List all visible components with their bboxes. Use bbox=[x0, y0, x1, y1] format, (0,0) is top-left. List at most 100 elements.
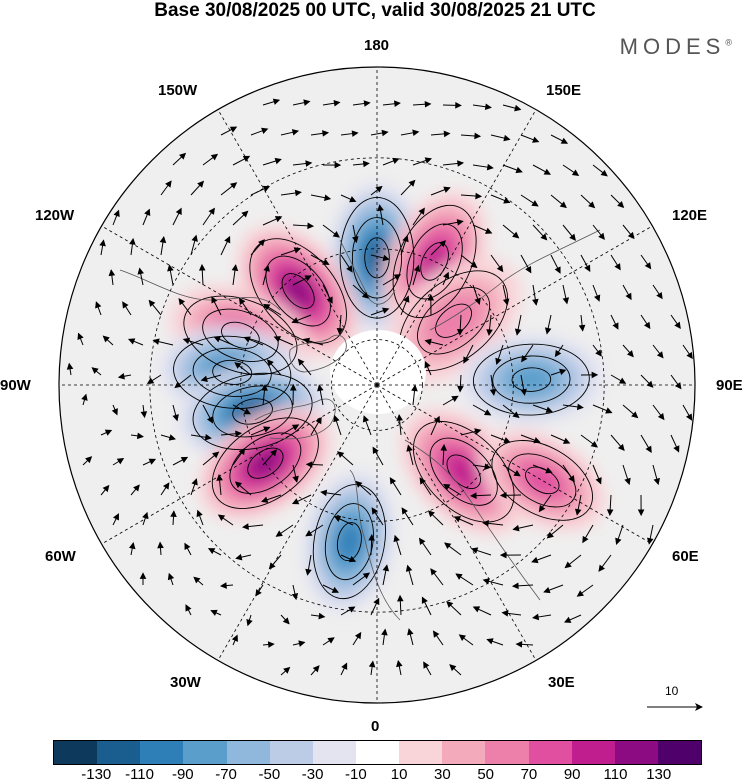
wind-arrow bbox=[440, 443, 448, 466]
wind-arrow bbox=[489, 374, 497, 396]
wind-arrow bbox=[77, 332, 84, 346]
colorbar-tick-label: 10 bbox=[390, 766, 408, 783]
wind-arrow bbox=[400, 129, 420, 137]
wind-arrow bbox=[432, 630, 444, 646]
wind-arrow bbox=[322, 161, 342, 169]
lon-label-150w: 150W bbox=[158, 82, 198, 99]
wind-arrow bbox=[337, 451, 354, 466]
wind-arrow bbox=[142, 208, 151, 226]
wind-arrow bbox=[292, 464, 299, 483]
wind-arrow bbox=[235, 553, 252, 561]
wind-arrow bbox=[207, 548, 222, 556]
wind-arrow bbox=[562, 464, 575, 483]
wind-arrow bbox=[469, 492, 492, 499]
wind-arrow bbox=[444, 542, 462, 556]
wind-arrow bbox=[682, 404, 693, 421]
wind-arrow bbox=[322, 284, 333, 304]
colorbar bbox=[53, 740, 702, 765]
wind-arrow bbox=[670, 314, 681, 329]
wind-arrow bbox=[637, 494, 645, 517]
wind-arrow bbox=[142, 511, 149, 526]
lon-label-180: 180 bbox=[364, 37, 390, 54]
colorbar-tick-label: 50 bbox=[477, 766, 494, 783]
wind-arrow bbox=[460, 192, 483, 200]
wind-arrow bbox=[532, 404, 553, 413]
wind-arrow bbox=[130, 484, 140, 496]
wind-arrow bbox=[292, 99, 311, 106]
coastlines bbox=[119, 229, 601, 621]
wind-arrow bbox=[275, 524, 294, 537]
wind-arrow bbox=[562, 403, 584, 411]
wind-arrow bbox=[423, 661, 432, 676]
wind-arrow bbox=[280, 614, 290, 625]
wind-arrow bbox=[220, 126, 238, 136]
wind-arrow bbox=[564, 554, 582, 569]
wind-arrow bbox=[370, 307, 390, 316]
wind-arrow bbox=[368, 660, 376, 676]
wind-arrow bbox=[305, 524, 324, 537]
anomaly-shade-neg-90e bbox=[507, 364, 556, 395]
colorbar-tick-label: -30 bbox=[301, 766, 324, 783]
wind-arrow bbox=[100, 429, 113, 436]
wind-arrow bbox=[490, 194, 511, 204]
wind-arrow bbox=[670, 434, 680, 453]
wind-arrow bbox=[430, 568, 444, 586]
wind-arrow bbox=[99, 239, 106, 256]
wind-arrow bbox=[172, 152, 187, 166]
wind-arrow bbox=[112, 513, 119, 526]
wind-arrow bbox=[310, 194, 332, 201]
wind-arrow bbox=[458, 634, 474, 646]
wind-arrow bbox=[427, 293, 435, 316]
wind-arrow bbox=[502, 404, 520, 419]
wind-arrow bbox=[310, 416, 322, 436]
wind-arrow bbox=[137, 267, 144, 286]
wind-arrow bbox=[322, 224, 340, 238]
latitude-circle bbox=[149, 157, 605, 613]
wind-arrow bbox=[622, 404, 639, 419]
wind-arrow bbox=[102, 335, 114, 346]
wind-arrow bbox=[397, 594, 404, 616]
wind-arrow bbox=[442, 160, 465, 167]
wind-arrow bbox=[520, 374, 527, 396]
wind-arrow bbox=[396, 413, 403, 436]
wind-arrow bbox=[352, 284, 370, 299]
wind-arrow bbox=[562, 224, 576, 241]
contour-pos-65e bbox=[491, 440, 594, 521]
wind-arrow bbox=[182, 337, 204, 346]
wind-arrow bbox=[580, 434, 598, 448]
wind-arrow bbox=[292, 222, 315, 230]
wind-arrow bbox=[262, 216, 283, 226]
anomaly-shade-pos-135w bbox=[284, 275, 313, 307]
wind-arrow bbox=[472, 163, 494, 171]
wind-arrow bbox=[262, 641, 275, 648]
anomaly-shade-neg-10e bbox=[336, 521, 362, 562]
meridian-line bbox=[217, 109, 378, 386]
wind-arrow bbox=[592, 284, 601, 302]
wind-arrow bbox=[220, 430, 243, 438]
wind-arrow bbox=[202, 451, 220, 466]
anomaly-shading bbox=[158, 181, 606, 614]
wind-arrow bbox=[370, 254, 390, 262]
polar-cap bbox=[330, 330, 426, 414]
lon-label-30w: 30W bbox=[170, 674, 201, 691]
wind-arrow bbox=[370, 129, 389, 137]
wind-arrow bbox=[190, 180, 205, 196]
wind-arrow bbox=[400, 295, 410, 316]
wind-arrow bbox=[502, 464, 521, 477]
graticule bbox=[59, 67, 695, 703]
wind-arrow bbox=[490, 254, 504, 273]
wind-arrow bbox=[502, 104, 522, 112]
wind-arrow bbox=[262, 157, 282, 166]
wind-arrow bbox=[112, 209, 120, 226]
wind-arrow bbox=[499, 492, 522, 499]
meridian-line bbox=[217, 384, 378, 661]
wind-arrow bbox=[232, 210, 249, 226]
map-border bbox=[58, 66, 696, 704]
contour-pos-65e bbox=[508, 453, 577, 508]
wind-arrow bbox=[289, 383, 297, 406]
wind-arrow bbox=[370, 185, 383, 196]
wind-arrow bbox=[352, 224, 359, 244]
wind-arrow bbox=[160, 434, 176, 441]
wind-arrow bbox=[427, 510, 444, 526]
